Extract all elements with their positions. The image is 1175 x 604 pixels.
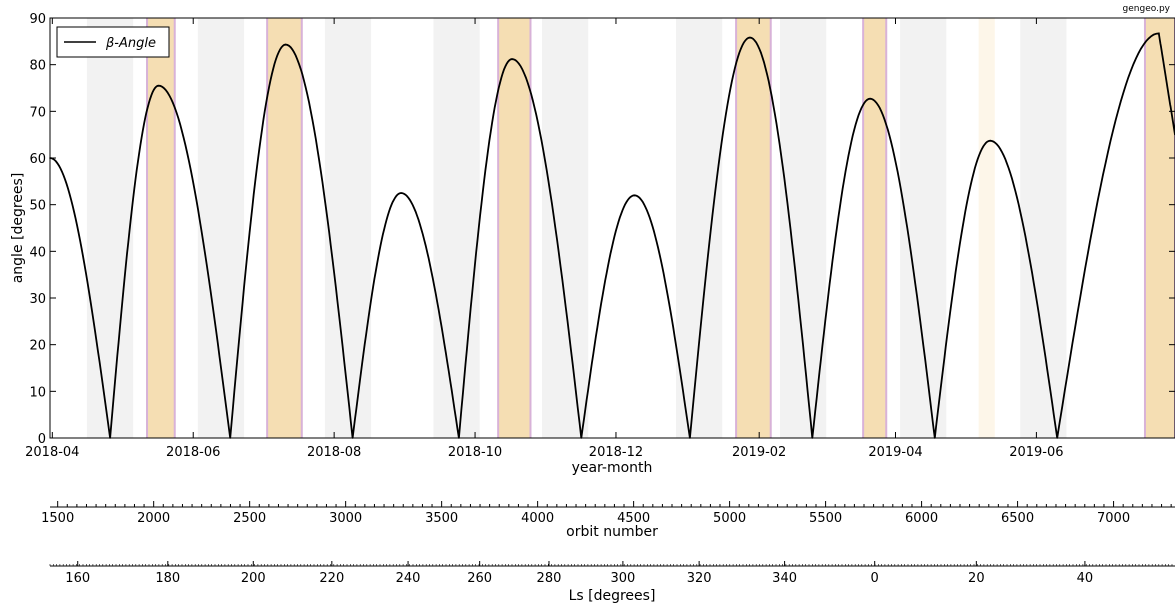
x-tick-label: 2019-02 (732, 445, 786, 460)
beta-angle-point (511, 58, 513, 60)
y-tick-label: 40 (29, 245, 46, 260)
beta-angle-point (157, 84, 160, 87)
ls-tick-label: 240 (396, 571, 421, 586)
x-axis: 2018-04 2018-06 2018-08 2018-10 2018-12 2019-… (25, 18, 1064, 460)
ls-axis-label: Ls [degrees] (569, 588, 656, 604)
watermark: gengeo.py (1123, 4, 1171, 14)
ls-tick-label: 0 (871, 571, 879, 586)
orbit-tick-label: 3000 (329, 511, 362, 526)
ls-tick-label: 260 (467, 571, 492, 586)
orange-band (736, 18, 771, 438)
x-tick-label: 2018-06 (166, 445, 220, 460)
beta-angle-point (284, 43, 287, 46)
orbit-tick-label: 2000 (137, 511, 170, 526)
gray-band (1020, 18, 1067, 438)
orbit-tick-label: 7000 (1097, 511, 1130, 526)
y-tick-label: 20 (29, 339, 46, 354)
y-tick-label: 70 (29, 105, 46, 120)
gray-band (433, 18, 480, 438)
orbit-tick-label: 4500 (617, 511, 650, 526)
beta-angle-point (400, 192, 402, 194)
y-axis: 0 10 20 30 40 50 60 70 80 90 (29, 12, 1175, 447)
ls-axis: 160 180 200 220 240 260 280 300 320 340 0 20 40 (49, 561, 1175, 586)
ls-tick-label: 20 (968, 571, 985, 586)
beta-angle-point (633, 194, 636, 197)
y-tick-label: 60 (29, 152, 46, 167)
beta-angle-point (1158, 32, 1160, 35)
orbit-tick-label: 5500 (809, 511, 842, 526)
ls-tick-label: 200 (241, 571, 266, 586)
y-tick-label: 50 (29, 199, 46, 214)
ls-tick-label: 340 (772, 571, 797, 586)
orbit-tick-label: 1500 (41, 511, 74, 526)
x-tick-label: 2018-12 (589, 445, 643, 460)
x-axis-label: year-month (572, 460, 653, 476)
orbit-tick-label: 5000 (713, 511, 746, 526)
x-tick-label: 2018-10 (448, 445, 502, 460)
ls-tick-label: 40 (1077, 571, 1094, 586)
gray-band (542, 18, 589, 438)
orbit-axis-label: orbit number (566, 524, 658, 540)
y-tick-label: 90 (29, 12, 46, 27)
x-tick-label: 2019-04 (868, 445, 922, 460)
ls-tick-label: 220 (319, 571, 344, 586)
gray-band (779, 18, 827, 438)
orange-band (147, 18, 175, 438)
ls-tick-label: 320 (687, 571, 712, 586)
gray-band (676, 18, 723, 438)
orbit-tick-label: 6500 (1001, 511, 1034, 526)
y-tick-label: 10 (29, 385, 46, 400)
gray-band (86, 18, 134, 438)
plot-frame (49, 17, 1175, 439)
beta-angle-point (749, 36, 751, 39)
orange-band (863, 18, 887, 438)
orbit-number-axis: 1500 2000 2500 3000 3500 4000 4500 5000 5500 6000… (41, 501, 1175, 526)
x-tick-label: 2018-08 (307, 445, 361, 460)
gray-band (197, 18, 245, 438)
orange-band (498, 18, 531, 438)
beta-angle-point (989, 139, 991, 142)
beta-angle-line (49, 32, 1175, 439)
shaded-bands (86, 18, 1175, 438)
beta-angle-point (869, 97, 871, 100)
ls-tick-label: 300 (610, 571, 635, 586)
legend-label: β-Angle (105, 36, 156, 51)
ls-tick-label: 160 (65, 571, 90, 586)
ls-tick-label: 280 (537, 571, 562, 586)
x-tick-label: 2019-06 (1009, 445, 1063, 460)
orange-band (1144, 18, 1175, 438)
orbit-tick-label: 2500 (233, 511, 266, 526)
legend: β-Angle (56, 26, 170, 58)
y-tick-label: 30 (29, 292, 46, 307)
orbit-tick-label: 3500 (425, 511, 458, 526)
orbit-tick-label: 6000 (905, 511, 938, 526)
orbit-tick-label: 4000 (521, 511, 554, 526)
ls-tick-label: 180 (155, 571, 180, 586)
pale-band (978, 18, 995, 438)
y-tick-label: 80 (29, 59, 46, 74)
gray-band (324, 18, 372, 438)
y-axis-label: angle [degrees] (10, 173, 26, 284)
x-tick-label: 2018-04 (25, 445, 79, 460)
y-tick-label: 0 (38, 432, 46, 447)
orange-band (267, 18, 302, 438)
